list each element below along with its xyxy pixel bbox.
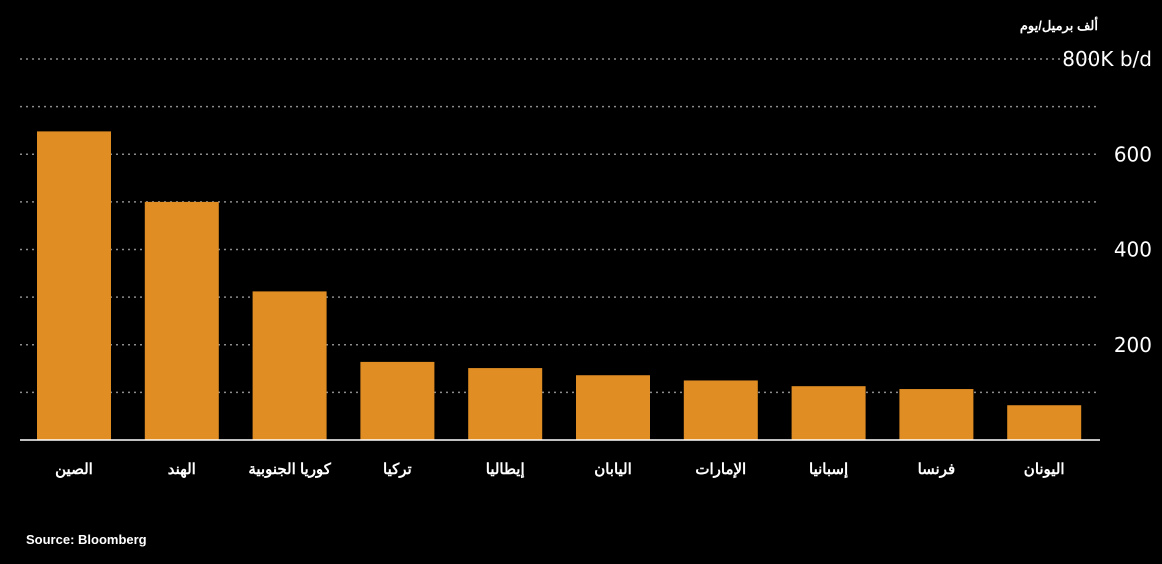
bar: [899, 389, 974, 440]
x-tick-label: اليونان: [1024, 461, 1065, 478]
x-tick-label: إيطاليا: [486, 461, 525, 478]
bar: [683, 380, 758, 440]
x-tick-label: كوريا الجنوبية: [248, 461, 331, 478]
y-tick-label: 200: [1114, 333, 1152, 357]
y-tick-label: 400: [1114, 238, 1152, 262]
x-tick-label: الهند: [168, 461, 196, 478]
x-tick-label: فرنسا: [918, 461, 956, 478]
x-axis-categories: الصين الهند كوريا الجنوبية تركيا إيطاليا اليا…: [55, 461, 1064, 478]
y-tick-label: 600: [1114, 142, 1152, 166]
bar: [252, 291, 327, 440]
bar: [1007, 405, 1082, 440]
bar: [144, 201, 219, 440]
bar: [468, 368, 543, 440]
bar: [37, 131, 111, 440]
x-tick-label: الصين: [55, 461, 93, 478]
source-note: Source: Bloomberg: [26, 532, 147, 547]
bars: [37, 131, 1082, 440]
bar: [360, 361, 435, 440]
x-tick-label: إسبانيا: [809, 461, 848, 478]
bar: [791, 386, 866, 440]
x-tick-label: الإمارات: [695, 461, 746, 478]
y-axis-ticks: 200 400 600 800K b/d: [1062, 47, 1152, 357]
x-tick-label: اليابان: [594, 461, 632, 478]
y-axis-unit-label: ألف برميل/يوم: [1020, 17, 1099, 34]
bar: [576, 375, 650, 440]
y-tick-label: 800K b/d: [1062, 47, 1152, 71]
x-tick-label: تركيا: [383, 461, 412, 478]
